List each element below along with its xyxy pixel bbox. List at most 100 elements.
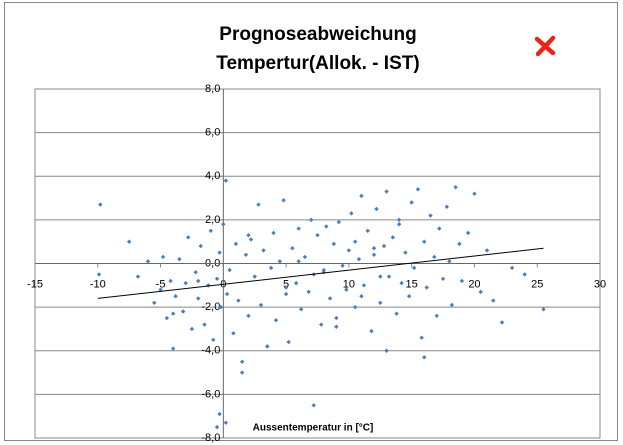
data-point: [447, 259, 452, 264]
data-point: [384, 189, 389, 194]
data-point: [283, 291, 289, 297]
data-point: [239, 359, 245, 364]
data-point: [371, 252, 377, 257]
data-point: [390, 235, 396, 240]
data-point: [223, 420, 229, 425]
data-point: [434, 313, 439, 319]
data-point: [352, 239, 358, 244]
data-point: [311, 403, 316, 408]
data-point: [196, 296, 201, 301]
x-tick-label: 20: [468, 278, 480, 290]
data-point: [296, 259, 301, 264]
data-point: [302, 254, 308, 260]
data-point: [152, 300, 157, 305]
data-point: [281, 198, 286, 203]
data-point: [484, 248, 490, 253]
data-point: [432, 254, 437, 260]
y-tick-label: 4,0: [205, 170, 220, 182]
data-point: [406, 294, 412, 299]
y-tick-label: 2,0: [205, 214, 220, 226]
data-point: [248, 237, 254, 242]
data-point: [415, 187, 421, 192]
chart-title: Prognoseabweichung: [219, 24, 416, 45]
data-point: [217, 250, 222, 255]
data-point: [428, 213, 433, 218]
data-point: [411, 265, 417, 271]
data-point: [196, 278, 201, 284]
data-point: [177, 256, 182, 262]
data-point: [352, 304, 358, 310]
data-point: [472, 191, 477, 196]
x-tick-label: 10: [343, 278, 355, 290]
data-point: [96, 272, 102, 277]
data-point: [371, 246, 377, 251]
data-point: [135, 274, 141, 279]
data-point: [145, 259, 151, 264]
data-point: [365, 228, 370, 233]
data-point: [319, 322, 324, 327]
data-point: [189, 326, 195, 332]
close-icon[interactable]: [534, 35, 556, 57]
data-point: [419, 335, 424, 340]
data-point: [160, 254, 166, 260]
y-tick-label: -4,0: [201, 345, 220, 357]
data-point: [315, 232, 320, 238]
data-point: [258, 302, 264, 308]
data-point: [273, 318, 279, 323]
data-point: [293, 280, 299, 286]
data-point: [271, 230, 276, 236]
data-point: [349, 211, 354, 216]
y-tick-label: -8,0: [201, 432, 220, 444]
data-point: [374, 206, 379, 212]
data-point: [422, 239, 427, 244]
data-point: [399, 280, 404, 286]
x-axis-title: Aussentemperatur in [°C]: [253, 423, 374, 434]
data-point: [98, 202, 103, 207]
data-point: [290, 246, 295, 251]
data-point: [218, 304, 224, 310]
data-point: [541, 307, 546, 312]
data-point: [381, 243, 387, 249]
data-point: [223, 178, 229, 183]
data-point: [465, 230, 471, 236]
data-point: [268, 265, 274, 271]
y-tick-label: -6,0: [201, 388, 220, 400]
data-point: [359, 294, 364, 299]
data-point: [361, 283, 367, 288]
data-point: [449, 302, 455, 308]
x-tick-label: 15: [406, 278, 418, 290]
data-point: [252, 274, 257, 279]
data-point: [334, 315, 339, 321]
data-point: [236, 298, 241, 303]
data-point: [453, 184, 458, 190]
data-point: [239, 370, 245, 375]
data-point: [396, 217, 402, 223]
data-point: [198, 243, 203, 249]
data-point: [233, 241, 239, 247]
data-point: [334, 324, 339, 329]
data-point: [403, 250, 408, 255]
data-point: [170, 311, 176, 316]
data-point: [193, 270, 198, 275]
x-tick-label: -10: [90, 278, 106, 290]
x-tick-label: 25: [531, 278, 543, 290]
data-point: [309, 217, 314, 223]
data-point: [409, 200, 414, 205]
data-point: [298, 307, 304, 312]
data-point: [246, 232, 251, 238]
data-point: [214, 424, 220, 430]
data-point: [509, 265, 515, 271]
x-tick-label: 5: [283, 278, 289, 290]
data-point: [378, 300, 383, 305]
data-point: [224, 291, 230, 297]
x-tick-label: -15: [27, 278, 43, 290]
data-point: [444, 204, 450, 209]
data-point: [394, 311, 399, 316]
data-point: [221, 222, 226, 227]
data-point: [386, 274, 392, 279]
data-point: [336, 219, 342, 225]
data-point: [422, 355, 427, 360]
data-point: [170, 346, 176, 351]
data-point: [243, 252, 249, 257]
